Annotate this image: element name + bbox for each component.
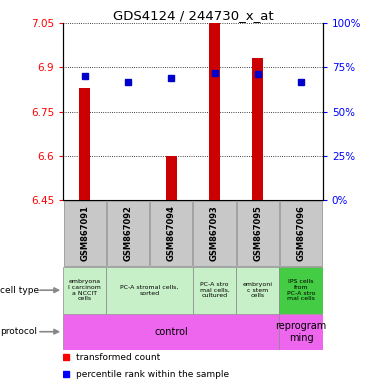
Text: reprogram
ming: reprogram ming <box>276 321 327 343</box>
Text: IPS cells
from
PC-A stro
mal cells: IPS cells from PC-A stro mal cells <box>287 279 315 301</box>
Text: control: control <box>154 327 188 337</box>
Bar <box>63 314 279 350</box>
Text: percentile rank within the sample: percentile rank within the sample <box>76 369 229 379</box>
Text: GSM867096: GSM867096 <box>297 205 306 262</box>
Bar <box>279 266 323 314</box>
Text: cell type: cell type <box>0 286 39 295</box>
Bar <box>193 266 236 314</box>
Text: PC-A stromal cells,
sorted: PC-A stromal cells, sorted <box>121 285 179 296</box>
Bar <box>79 88 90 200</box>
Bar <box>63 201 106 266</box>
Bar <box>107 201 149 266</box>
Title: GDS4124 / 244730_x_at: GDS4124 / 244730_x_at <box>113 9 273 22</box>
Text: GSM867093: GSM867093 <box>210 205 219 261</box>
Text: GSM867095: GSM867095 <box>253 205 262 262</box>
Text: PC-A stro
mal cells,
cultured: PC-A stro mal cells, cultured <box>200 282 230 298</box>
Bar <box>236 266 279 314</box>
Bar <box>150 201 193 266</box>
Bar <box>63 266 106 314</box>
Text: embryona
l carcinom
a NCCIT
cells: embryona l carcinom a NCCIT cells <box>68 279 101 301</box>
Text: GSM867094: GSM867094 <box>167 205 176 262</box>
Bar <box>280 201 322 266</box>
Bar <box>237 201 279 266</box>
Text: GSM867091: GSM867091 <box>80 205 89 262</box>
Text: GSM867092: GSM867092 <box>124 205 132 262</box>
Bar <box>209 23 220 200</box>
Bar <box>166 156 177 200</box>
Text: embryoni
c stem
cells: embryoni c stem cells <box>243 282 273 298</box>
Bar <box>279 314 323 350</box>
Bar <box>106 266 193 314</box>
Bar <box>252 58 263 200</box>
Text: protocol: protocol <box>0 327 37 336</box>
Bar <box>193 201 236 266</box>
Text: transformed count: transformed count <box>76 353 160 362</box>
